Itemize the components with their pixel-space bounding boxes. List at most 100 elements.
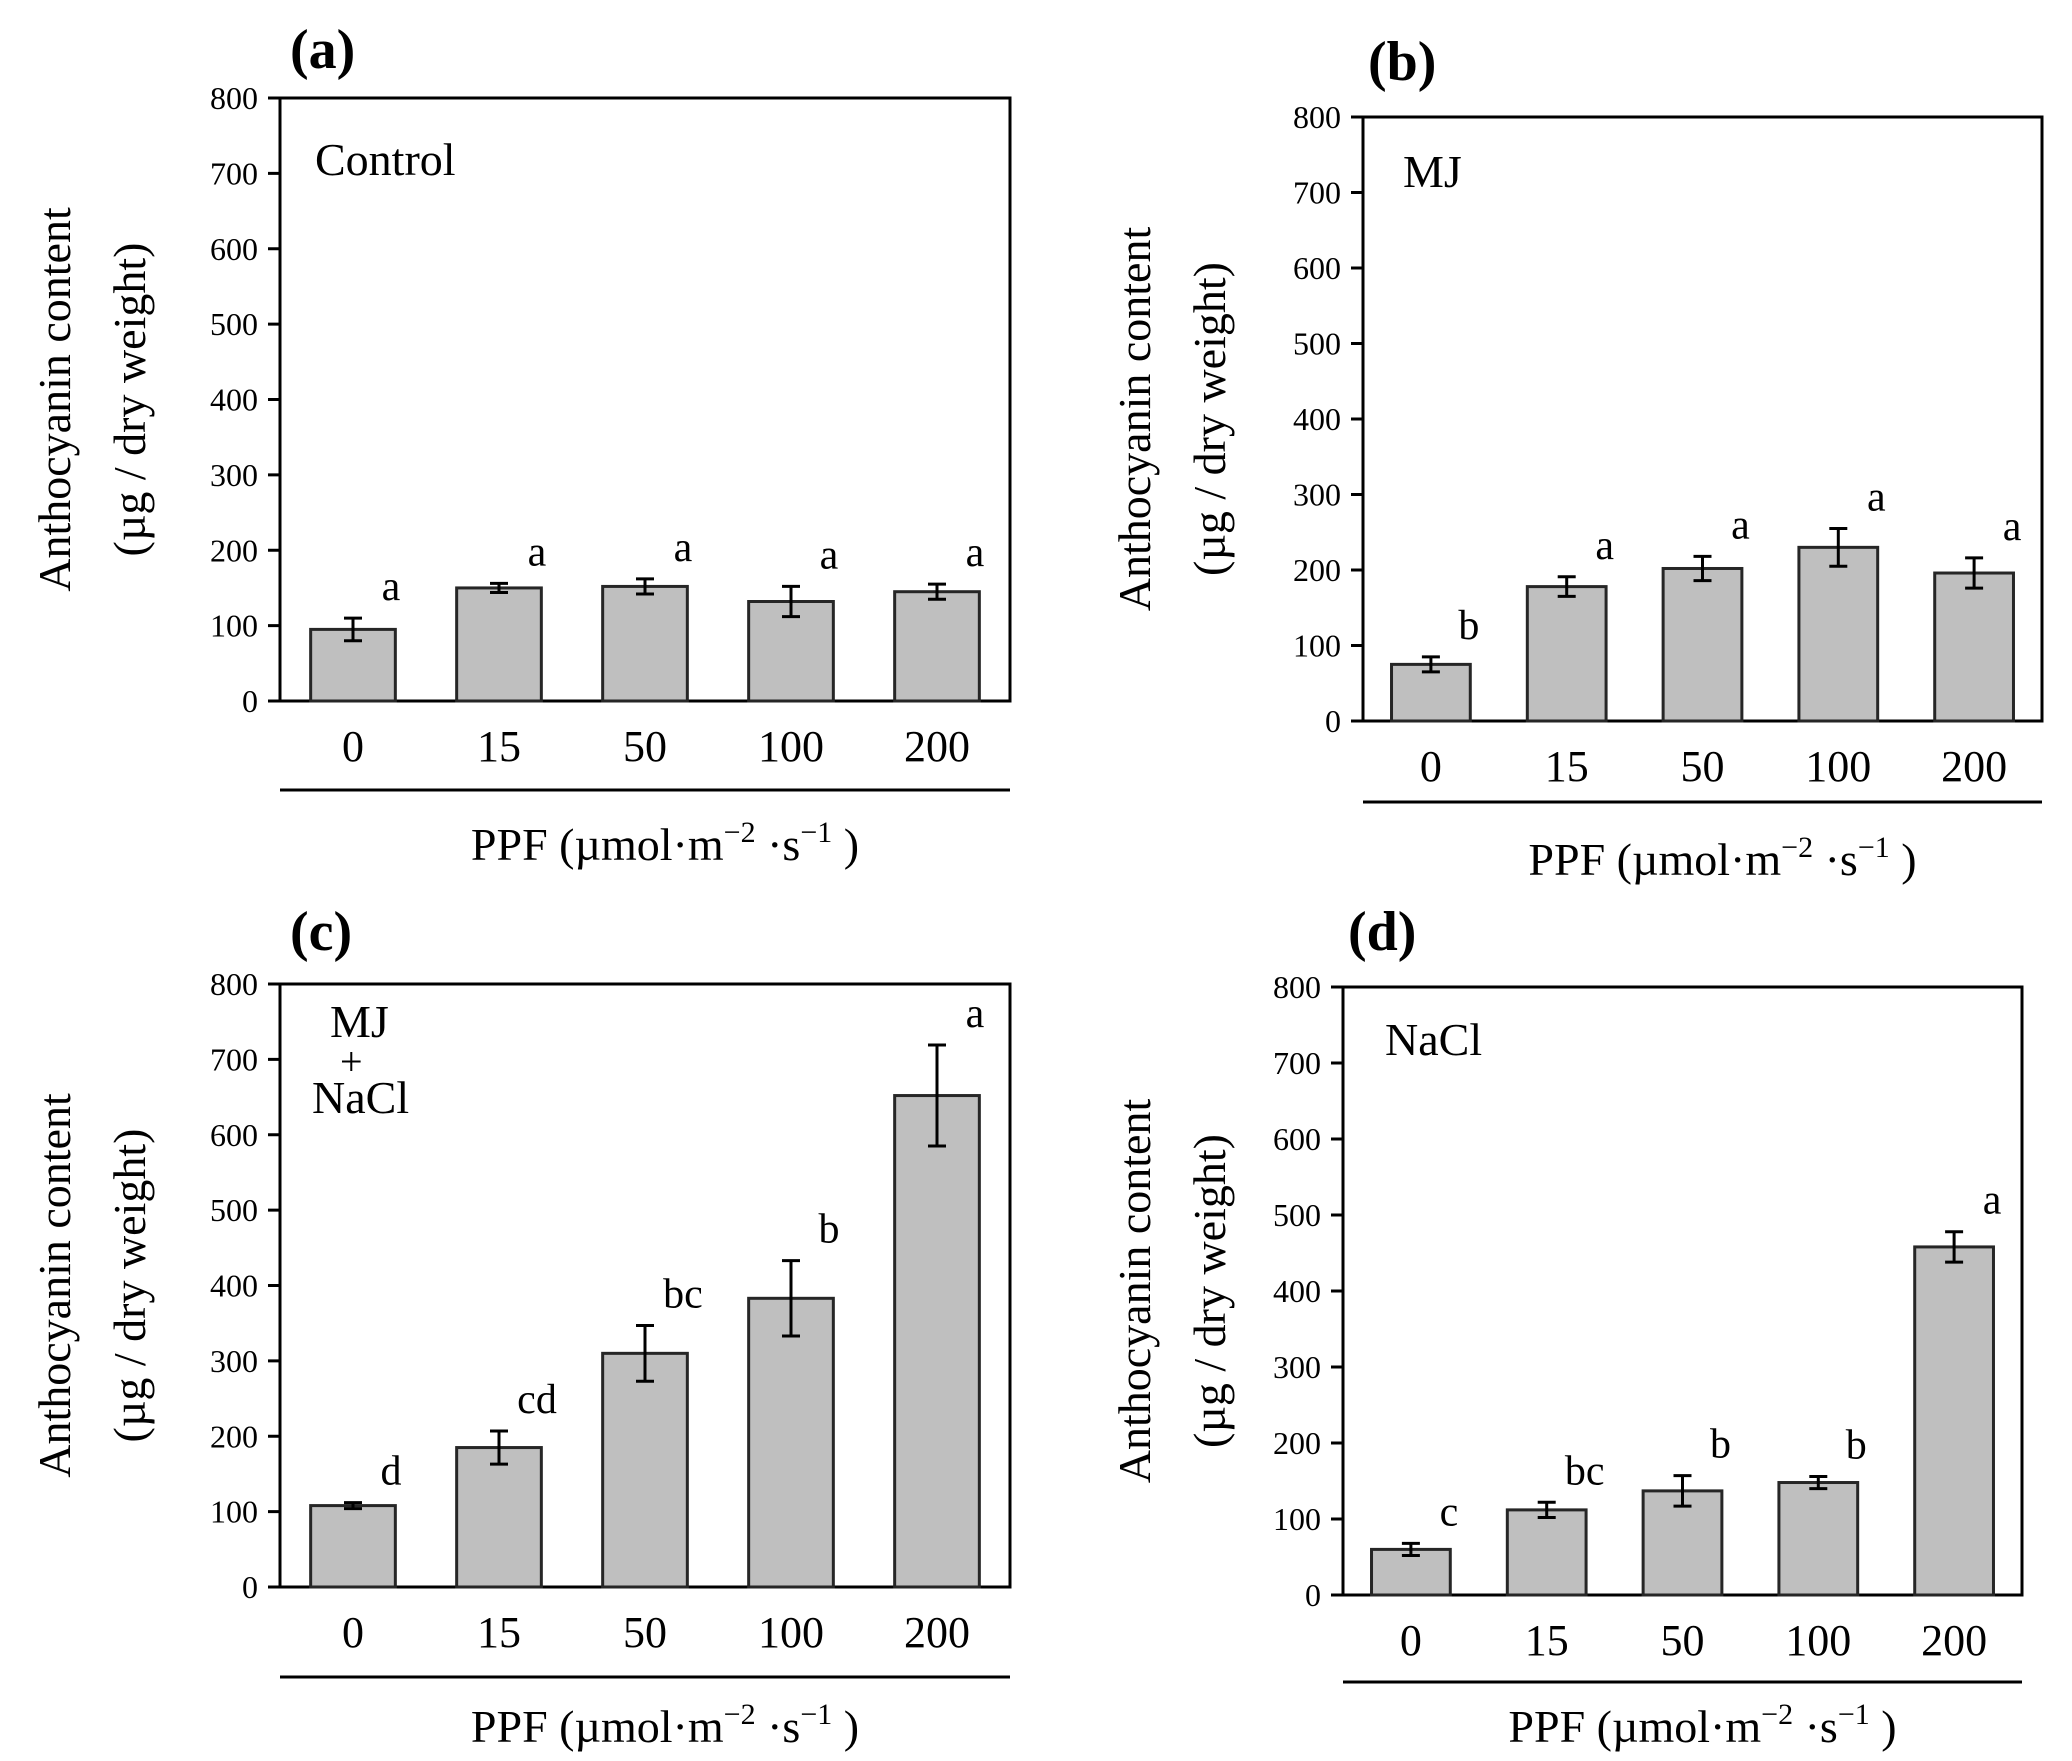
significance-letter: cd [517,1377,557,1423]
y-tick-label: 500 [1273,1197,1321,1233]
bar [1933,571,2015,723]
y-axis-label-unit: (µg / dry weight) [1184,1134,1235,1448]
x-axis-label-part: ·s [1813,834,1858,885]
x-axis-label-part: PPF (µmol·m [1508,1701,1761,1752]
significance-letter: a [2003,504,2022,550]
bar [455,586,543,703]
x-tick-label: 200 [904,722,970,771]
significance-letter: b [1458,603,1479,649]
x-axis-label-superscript: −2 [1781,831,1813,864]
x-axis-label-superscript: −1 [1838,1698,1870,1731]
significance-letter: a [1983,1178,2002,1224]
x-tick-label: 100 [758,1608,824,1657]
bar [1797,545,1880,723]
y-tick-label: 0 [242,1569,258,1605]
x-tick-label: 50 [1661,1616,1705,1665]
significance-letter: a [382,564,401,610]
treatment-label: MJ [1403,146,1462,197]
y-tick-label: 300 [1273,1349,1321,1385]
treatment-label: NaCl [312,1072,409,1123]
significance-letter: a [820,532,839,578]
bar [1505,1508,1588,1597]
bar [1913,1245,1995,1597]
y-tick-label: 0 [1325,703,1341,739]
x-axis-label-part: ) [1870,1701,1897,1752]
panel-label: (d) [1348,901,1416,963]
y-axis-label-unit: (µg / dry weight) [104,1129,155,1443]
x-tick-label: 50 [1681,742,1725,791]
x-tick-label: 15 [1545,742,1589,791]
chart-panel-4: (d) 0 100 200 300 400 500 600 700 800 0 c 15 bc 50 b 100… [1109,901,2024,1752]
panel-label: (c) [290,901,352,963]
x-axis-label-superscript: −1 [1858,831,1890,864]
y-tick-label: 500 [1293,326,1341,362]
x-axis-label-superscript: −2 [724,1698,756,1731]
x-axis-label: PPF (µmol·m−2 ·s−1 ) [471,816,859,870]
x-axis-label-part: PPF (µmol·m [471,1701,724,1752]
x-tick-label: 200 [904,1608,970,1657]
bar [1777,1481,1860,1597]
x-axis-label-part: ) [832,1701,859,1752]
treatment-label: Control [315,134,456,185]
y-axis-label: Anthocyanin content [1109,1099,1160,1484]
bar [747,1296,835,1589]
y-tick-label: 300 [1293,477,1341,513]
y-tick-label: 800 [210,966,258,1002]
y-tick-label: 700 [1293,175,1341,211]
y-axis-label-unit: (µg / dry weight) [1184,262,1235,576]
bar [893,590,981,703]
x-axis-label-superscript: −1 [800,1698,832,1731]
significance-letter: b [1846,1422,1867,1468]
significance-letter: a [1867,474,1886,520]
y-tick-label: 100 [1273,1501,1321,1537]
significance-letter: a [1595,523,1614,569]
significance-letter: a [966,991,985,1037]
y-tick-label: 700 [210,155,258,191]
y-tick-label: 600 [210,1117,258,1153]
x-tick-label: 50 [623,1608,667,1657]
chart-panel-2: (b) 0 100 200 300 400 500 600 700 800 0 b 15 a 50 a 100 a… [1109,31,2044,885]
significance-letter: a [528,529,547,575]
y-tick-label: 700 [1273,1045,1321,1081]
significance-letter: a [674,525,693,571]
y-tick-label: 0 [1305,1577,1321,1613]
x-tick-label: 100 [758,722,824,771]
y-tick-label: 600 [210,231,258,267]
treatment-label: NaCl [1385,1014,1482,1065]
bar [601,1351,689,1589]
x-tick-label: 100 [1805,742,1871,791]
x-axis-label: PPF (µmol·m−2 ·s−1 ) [471,1698,859,1752]
y-tick-label: 600 [1273,1121,1321,1157]
x-axis-label-superscript: −1 [800,816,832,849]
x-axis-label-part: ·s [756,1701,801,1752]
bar [1661,566,1744,723]
bar [1525,585,1608,723]
y-tick-label: 300 [210,1343,258,1379]
bar [601,584,689,703]
y-tick-label: 200 [210,1418,258,1454]
x-axis-label-superscript: −2 [1761,1698,1793,1731]
x-axis-label-part: ·s [1793,1701,1838,1752]
y-tick-label: 800 [210,80,258,116]
y-axis-label: Anthocyanin content [29,1093,80,1478]
panel-label: (b) [1368,31,1436,93]
y-axis-label: Anthocyanin content [1109,227,1160,612]
y-tick-label: 400 [210,382,258,418]
y-tick-label: 100 [210,608,258,644]
bar [747,600,835,703]
y-axis-label: Anthocyanin content [29,207,80,592]
y-tick-label: 800 [1273,969,1321,1005]
significance-letter: bc [663,1271,703,1317]
x-axis-label: PPF (µmol·m−2 ·s−1 ) [1508,1698,1896,1752]
x-axis-label-part: ) [832,819,859,870]
chart-panel-3: (c) 0 100 200 300 400 500 600 700 800 0 d 15 cd 50 bc 10… [29,901,1012,1752]
significance-letter: a [1731,502,1750,548]
y-tick-label: 200 [1293,552,1341,588]
bar [893,1094,981,1589]
y-tick-label: 200 [1273,1425,1321,1461]
x-tick-label: 200 [1941,742,2007,791]
x-tick-label: 0 [342,722,364,771]
y-tick-label: 400 [1273,1273,1321,1309]
y-tick-label: 500 [210,1192,258,1228]
